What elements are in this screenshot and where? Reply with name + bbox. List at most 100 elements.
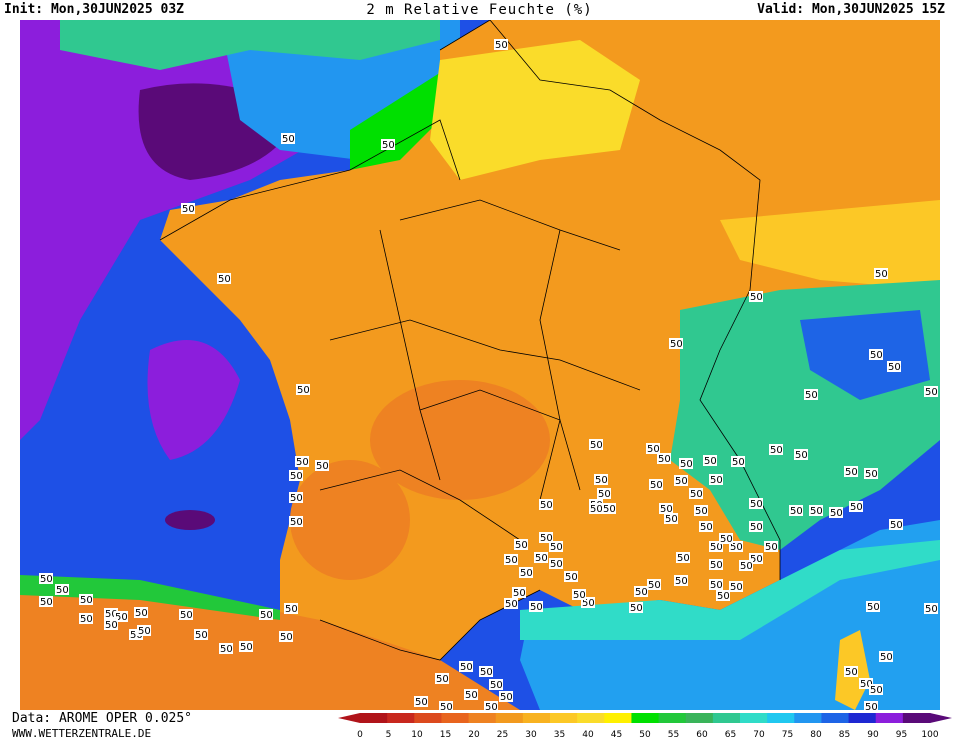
contour-label: 50 [770,445,783,456]
contour-label: 50 [720,534,733,545]
contour-label: 50 [490,680,503,691]
contour-label-bg [494,39,508,50]
contour-label-bg [634,586,648,597]
contour-label: 50 [495,40,508,51]
contour-label: 50 [285,604,298,615]
colorbar-block [414,713,442,723]
colorbar-block [848,713,877,723]
colorbar-block [794,713,822,723]
contour-label: 50 [182,204,195,215]
contour-label-bg [664,513,678,524]
contour-label-bg [657,453,671,464]
contour-label: 50 [535,553,548,564]
colorbar-block [631,713,660,723]
colorbar-tick-label: 70 [753,730,765,740]
colorbar-block [821,713,850,723]
contour-label: 50 [500,692,513,703]
contour-label-bg [866,601,880,612]
contour-label-bg [581,597,595,608]
contour-label-bg [649,479,663,490]
contour-label-bg [716,590,730,601]
contour-label: 50 [195,630,208,641]
colorbar-tick-label: 85 [839,730,850,740]
contour-label: 50 [573,590,586,601]
colorbar-tick-label: 55 [668,730,679,740]
humidity-map: 50 50 50 50 50 50 50 50 50 50 50 50 50 50 50 50 50 50 50 50… [20,20,940,710]
contour-label: 50 [590,440,603,451]
colorbar-tick-label: 45 [611,730,622,740]
contour-label: 50 [680,459,693,470]
contour-label: 50 [485,702,498,710]
contour-label: 50 [550,559,563,570]
contour-label: 50 [880,652,893,663]
contour-label-bg [699,521,713,532]
contour-label: 50 [513,588,526,599]
border-lines [159,20,781,661]
contour-label-bg [512,587,526,598]
contour-label-bg [534,552,548,563]
colorbar-tick-label: 75 [782,730,793,740]
contour-label: 50 [630,603,643,614]
contour-label: 50 [180,610,193,621]
contour-label-bg [674,475,688,486]
contour-label: 50 [595,475,608,486]
contour-label: 50 [710,475,723,486]
contour-label: 50 [135,608,148,619]
colorbar-block [740,713,768,723]
contour-label-bg [594,474,608,485]
init-time-label: Init: Mon,30JUN2025 03Z [4,2,185,17]
contour-label-bg [844,666,858,677]
contour-label: 50 [540,533,553,544]
contour-label-bg [739,560,753,571]
contour-label-bg [749,291,763,302]
contour-label: 50 [415,697,428,708]
colorbar-block [712,713,741,723]
colorbar-tick-label: 20 [468,730,480,740]
contour-label-bg [296,384,310,395]
contour-label: 50 [130,630,143,641]
colorbar-block [387,713,415,723]
contour-label-bg [889,519,903,530]
colorbar-tick-label: 10 [411,730,423,740]
contour-label-bg [829,507,843,518]
colorbar-tick-label: 60 [696,730,708,740]
contour-label-bg [514,539,528,550]
contour-label: 50 [80,614,93,625]
contour-label: 50 [805,390,818,401]
contour-label-bg [646,443,660,454]
contour-label: 50 [710,542,723,553]
contour-label: 50 [665,514,678,525]
contour-label-bg [315,460,329,471]
contour-label: 50 [925,604,938,615]
contour-label: 50 [648,580,661,591]
colorbar-tick-label: 65 [725,730,736,740]
contour-label-bg [289,492,303,503]
contour-label: 50 [290,517,303,528]
alps-high [800,310,930,400]
contour-label: 50 [218,274,231,285]
contour-label-bg [504,598,518,609]
contour-label-bg [435,673,449,684]
contour-label-bg [137,625,151,636]
website-url: WWW.WETTERZENTRALE.DE [12,727,152,740]
contour-label-bg [179,609,193,620]
contour-label-bg [879,651,893,662]
colorbar-tick-label: 35 [554,730,565,740]
contour-label-bg [281,133,295,144]
contour-label: 50 [282,134,295,145]
contour-label-bg [39,596,53,607]
contour-label: 50 [717,591,730,602]
contour-label: 50 [582,598,595,609]
contour-label: 50 [436,674,449,685]
contour-label-bg [589,439,603,450]
contour-label-bg [749,521,763,532]
contour-label: 50 [750,522,763,533]
contour-label-bg [549,541,563,552]
colorbar-tick-label: 95 [896,730,907,740]
colorbar-block [360,713,388,723]
contour-label: 50 [732,457,745,468]
contour-label: 50 [795,450,808,461]
contour-label-bg [194,629,208,640]
contour-label: 50 [56,585,69,596]
biscay-purple-south [147,340,240,460]
